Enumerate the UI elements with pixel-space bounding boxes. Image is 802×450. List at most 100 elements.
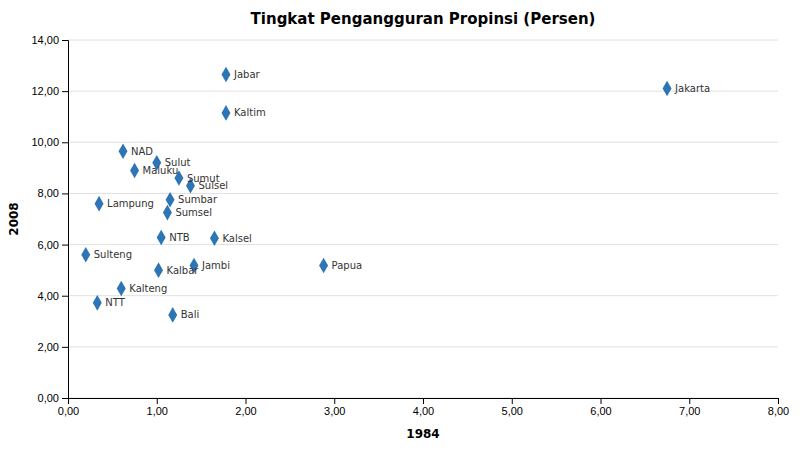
- point-label: Bali: [181, 309, 200, 320]
- plot-area: 0,001,002,003,004,005,006,007,008,000,00…: [31, 34, 789, 417]
- chart: 0,001,002,003,004,005,006,007,008,000,00…: [0, 0, 802, 450]
- point: [168, 307, 177, 323]
- x-axis: 0,00 1,00 2,00 3,00 4,00 5,00 6,00 7,00 8,00: [58, 398, 789, 417]
- grid-line: [68, 346, 778, 347]
- point-label: Kalsel: [222, 233, 251, 244]
- grid-line: [68, 91, 778, 92]
- point-label: Sumsel: [175, 207, 212, 218]
- tick: 0,00: [38, 392, 68, 404]
- tick-mark: [62, 398, 68, 399]
- tick-mark: [423, 398, 424, 404]
- tick-mark: [62, 193, 68, 194]
- grid-line: [68, 295, 778, 296]
- tick-label: 2,00: [235, 405, 256, 417]
- tick: 10,00: [31, 136, 68, 148]
- tick: 8,00: [38, 187, 68, 199]
- point: [210, 230, 219, 246]
- point-label: Kalbar: [167, 265, 200, 276]
- grid-line: [68, 244, 778, 245]
- point: [93, 295, 102, 311]
- grid-line: [68, 193, 778, 194]
- tick-mark: [334, 398, 335, 404]
- tick-label: 3,00: [324, 405, 345, 417]
- y-axis-title: 2008: [7, 202, 21, 235]
- tick-label: 12,00: [31, 85, 59, 97]
- tick-mark: [512, 398, 513, 404]
- point: [663, 81, 672, 97]
- tick-mark: [62, 91, 68, 92]
- point: [95, 196, 104, 212]
- tick: 7,00: [679, 398, 700, 417]
- tick-label: 2,00: [38, 341, 59, 353]
- tick: 1,00: [147, 398, 168, 417]
- tick-label: 4,00: [38, 290, 59, 302]
- tick-mark: [62, 296, 68, 297]
- tick: 2,00: [38, 341, 68, 353]
- tick-mark: [157, 398, 158, 404]
- tick: 3,00: [324, 398, 345, 417]
- point-label: Maluku: [143, 165, 179, 176]
- point: [319, 258, 328, 274]
- point-label: Sumbar: [178, 194, 218, 205]
- tick-label: 0,00: [38, 392, 59, 404]
- tick-label: 6,00: [590, 405, 611, 417]
- tick-label: 7,00: [679, 405, 700, 417]
- tick-mark: [689, 398, 690, 404]
- tick: 14,00: [31, 34, 68, 46]
- point: [163, 205, 172, 221]
- tick: 12,00: [31, 85, 68, 97]
- tick-label: 8,00: [768, 405, 789, 417]
- tick-mark: [62, 142, 68, 143]
- point-label: NAD: [131, 146, 153, 157]
- tick-label: 1,00: [147, 405, 168, 417]
- tick-label: 10,00: [31, 136, 59, 148]
- point-label: Kalteng: [129, 283, 167, 294]
- tick-mark: [246, 398, 247, 404]
- tick-label: 0,00: [58, 405, 79, 417]
- tick: 4,00: [38, 290, 68, 302]
- point: [166, 192, 175, 208]
- grid-line: [68, 40, 778, 41]
- point: [117, 281, 126, 297]
- tick-label: 8,00: [38, 187, 59, 199]
- title: Tingkat Pengangguran Propinsi (Persen): [251, 10, 596, 28]
- tick-label: 4,00: [413, 405, 434, 417]
- tick: 0,00: [58, 398, 79, 417]
- point: [221, 105, 230, 121]
- tick-mark: [778, 398, 779, 404]
- tick: 6,00: [590, 398, 611, 417]
- axis-line: [69, 399, 779, 405]
- grid-line: [68, 142, 778, 143]
- point: [221, 67, 230, 83]
- point: [119, 143, 128, 159]
- tick: 8,00: [768, 398, 789, 417]
- point: [130, 163, 139, 179]
- tick: 5,00: [502, 398, 523, 417]
- tick-label: 14,00: [31, 34, 59, 46]
- y-axis: 0,00 2,00 4,00 6,00 8,00 10,00 12,00 14,00: [31, 34, 68, 404]
- point: [81, 247, 90, 263]
- tick: 4,00: [413, 398, 434, 417]
- x-axis-title: 1984: [406, 427, 439, 441]
- point-label: Sulteng: [94, 249, 132, 260]
- point-label: Sulsel: [198, 180, 228, 191]
- point-label: Jabar: [233, 69, 261, 80]
- point-labels: JakartaJabarKaltimNADSulutMalukuSumutSul…: [94, 69, 710, 320]
- points: [81, 67, 671, 323]
- point-label: Papua: [332, 260, 363, 271]
- point-label: Lampung: [107, 198, 154, 209]
- tick-mark: [601, 398, 602, 404]
- tick: 6,00: [38, 239, 68, 251]
- tick-mark: [62, 245, 68, 246]
- tick-mark: [62, 40, 68, 41]
- point-label: NTT: [105, 297, 125, 308]
- point: [157, 230, 166, 246]
- point: [154, 262, 163, 278]
- point-label: NTB: [169, 232, 190, 243]
- tick-label: 5,00: [502, 405, 523, 417]
- axis-line: [62, 41, 69, 399]
- point-label: Jakarta: [674, 83, 710, 94]
- grid: [68, 40, 778, 398]
- point-label: Jambi: [201, 260, 230, 271]
- tick: 2,00: [235, 398, 256, 417]
